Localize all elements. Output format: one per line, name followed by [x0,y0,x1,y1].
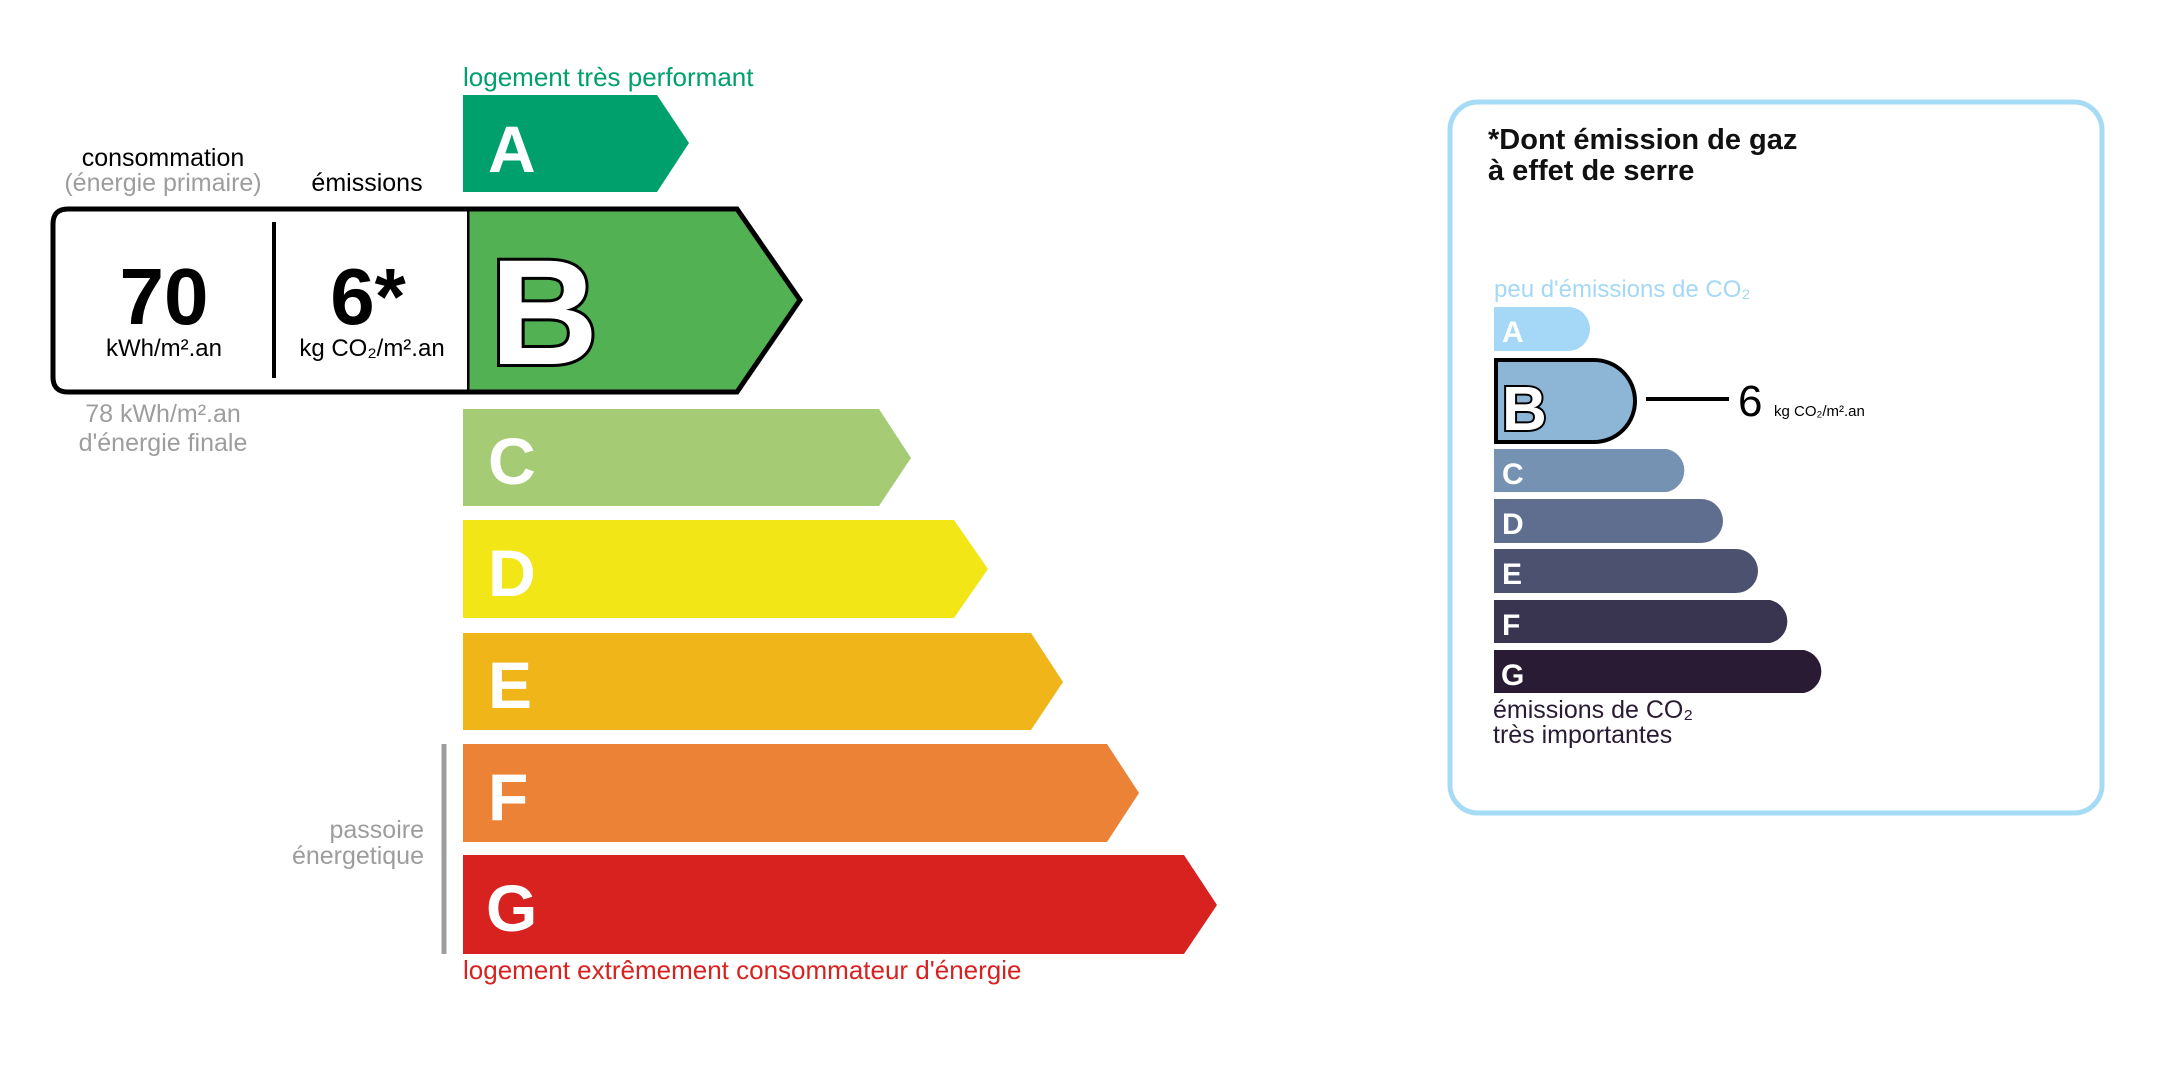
energy-class-d: D [463,520,988,618]
energy-bottom-label: logement extrêmement consommateur d'éner… [463,955,1021,985]
ghg-class-b-active: B [1494,358,1637,446]
energy-class-f: F [463,744,1139,842]
energy-letter: G [486,871,537,945]
energy-letter: D [488,536,536,610]
ghg-bottom-label-2: très importantes [1493,721,1672,749]
ghg-unit: kg CO₂/m².an [1774,403,1865,420]
ghg-class-e: E [1494,549,1758,593]
energy-class-b-active: B [464,206,804,399]
consumption-value: 70 [120,252,209,341]
ghg-class-a: A [1494,307,1590,351]
ghg-letter: C [1502,458,1524,491]
energy-class-c: C [463,409,911,506]
energy-class-a: A [463,95,689,192]
ghg-letter: D [1502,508,1524,541]
ghg-letter: E [1502,558,1522,591]
passoire-label-1: passoire [330,816,425,844]
final-energy-label: d'énergie finale [79,429,248,457]
ghg-title-1: *Dont émission de gaz [1488,124,1797,156]
ghg-class-c: C [1494,449,1685,492]
ghg-letter: A [1502,316,1524,349]
energy-letter: E [488,648,532,722]
ghg-value: 6 [1738,377,1762,426]
emissions-header: émissions [311,169,422,197]
ghg-letter: B [1502,375,1547,444]
energy-letter: C [488,424,536,498]
consumption-header: consommation [82,144,245,172]
final-energy-value: 78 kWh/m².an [85,400,241,428]
energy-letter: A [488,112,536,186]
ghg-class-g: G [1494,650,1822,693]
consumption-subheader: (énergie primaire) [64,169,261,197]
value-box [50,206,467,395]
ghg-title-2: à effet de serre [1488,155,1694,187]
energy-letter: B [490,228,598,396]
ghg-letter: G [1501,659,1524,692]
emissions-value: 6* [330,252,406,341]
ghg-top-label: peu d'émissions de CO₂ [1494,276,1751,303]
ghg-class-f: F [1494,600,1788,643]
ghg-letter: F [1502,609,1520,642]
energy-class-e: E [463,633,1063,730]
ghg-class-d: D [1494,499,1723,543]
passoire-label-2: énergetique [292,842,424,870]
energy-class-g: G [463,855,1217,954]
energy-letter: F [488,760,528,834]
energy-top-label: logement très performant [463,62,754,92]
emissions-unit: kg CO₂/m².an [299,335,444,362]
ghg-bottom-label-1: émissions de CO₂ [1493,696,1693,724]
consumption-unit: kWh/m².an [106,335,222,362]
